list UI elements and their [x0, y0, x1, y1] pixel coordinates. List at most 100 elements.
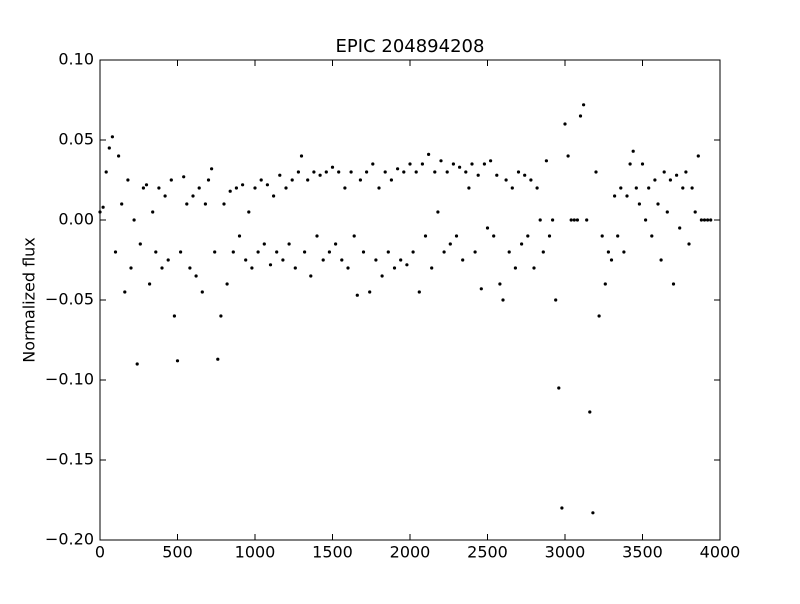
- point: [423, 234, 428, 238]
- point: [281, 258, 285, 262]
- x-tick-label: 0: [95, 543, 105, 562]
- point: [640, 162, 645, 166]
- point: [324, 170, 328, 174]
- point: [709, 218, 713, 222]
- point: [470, 162, 474, 166]
- point: [442, 250, 446, 254]
- x-tick-label: 1000: [235, 543, 276, 562]
- point: [665, 210, 669, 214]
- x-tick-label: 1500: [312, 543, 353, 562]
- point: [330, 165, 335, 169]
- point: [210, 167, 214, 171]
- point: [337, 170, 341, 174]
- point: [340, 258, 344, 262]
- point: [696, 154, 700, 158]
- point: [402, 170, 406, 174]
- point: [334, 242, 338, 246]
- point: [113, 250, 118, 254]
- y-tick-label: 0.00: [58, 210, 94, 229]
- point: [206, 178, 211, 182]
- point: [520, 242, 524, 246]
- point: [448, 242, 452, 246]
- point: [343, 186, 347, 190]
- point: [461, 258, 465, 262]
- point: [169, 178, 173, 182]
- point: [557, 386, 561, 390]
- point: [668, 178, 673, 182]
- y-tick-label: −0.15: [45, 450, 94, 469]
- point: [262, 242, 266, 246]
- point: [572, 218, 576, 222]
- point: [284, 186, 288, 190]
- point: [268, 263, 273, 267]
- point: [619, 186, 623, 190]
- point: [355, 293, 359, 297]
- point: [495, 173, 499, 177]
- point: [613, 194, 617, 198]
- point: [699, 218, 704, 222]
- point: [392, 266, 397, 270]
- point: [368, 290, 372, 294]
- point: [194, 274, 198, 278]
- point: [185, 202, 189, 206]
- point: [600, 234, 604, 238]
- chart-title: EPIC 204894208: [336, 36, 485, 57]
- point: [467, 186, 471, 190]
- point: [175, 359, 180, 363]
- point: [693, 210, 697, 214]
- point: [523, 173, 527, 177]
- point: [234, 186, 238, 190]
- point: [526, 234, 530, 238]
- x-tick-label: 3000: [545, 543, 586, 562]
- y-tick-label: 0.10: [58, 50, 94, 69]
- point: [101, 205, 105, 209]
- point: [597, 314, 601, 318]
- point: [420, 162, 424, 166]
- point: [436, 210, 440, 214]
- point: [219, 314, 223, 318]
- point: [383, 170, 387, 174]
- point: [160, 266, 164, 270]
- y-tick-label: 0.05: [58, 130, 94, 149]
- point: [309, 274, 313, 278]
- point: [123, 290, 127, 294]
- point: [464, 170, 468, 174]
- point: [637, 202, 642, 206]
- point: [275, 250, 279, 254]
- point: [498, 282, 502, 286]
- point: [454, 234, 459, 238]
- point: [681, 186, 685, 190]
- point: [408, 162, 412, 166]
- point: [588, 410, 592, 414]
- point: [541, 250, 545, 254]
- point: [399, 258, 403, 262]
- point: [439, 159, 443, 163]
- point: [554, 298, 558, 302]
- point: [163, 194, 167, 198]
- point: [197, 186, 201, 190]
- point: [396, 167, 400, 171]
- point: [361, 250, 366, 254]
- point: [507, 250, 511, 254]
- point: [132, 218, 136, 222]
- point: [318, 173, 322, 177]
- point: [371, 162, 375, 166]
- point: [414, 170, 418, 174]
- point: [675, 173, 679, 177]
- point: [458, 165, 462, 169]
- point: [690, 186, 694, 190]
- point: [569, 218, 573, 222]
- point: [687, 242, 691, 246]
- y-tick-label: −0.10: [45, 370, 94, 389]
- point: [374, 258, 378, 262]
- point: [547, 234, 552, 238]
- point: [489, 159, 493, 163]
- point: [200, 290, 204, 294]
- point: [433, 170, 437, 174]
- point: [380, 274, 384, 278]
- point: [417, 290, 421, 294]
- point: [272, 194, 276, 198]
- point: [306, 178, 310, 182]
- point: [451, 162, 455, 166]
